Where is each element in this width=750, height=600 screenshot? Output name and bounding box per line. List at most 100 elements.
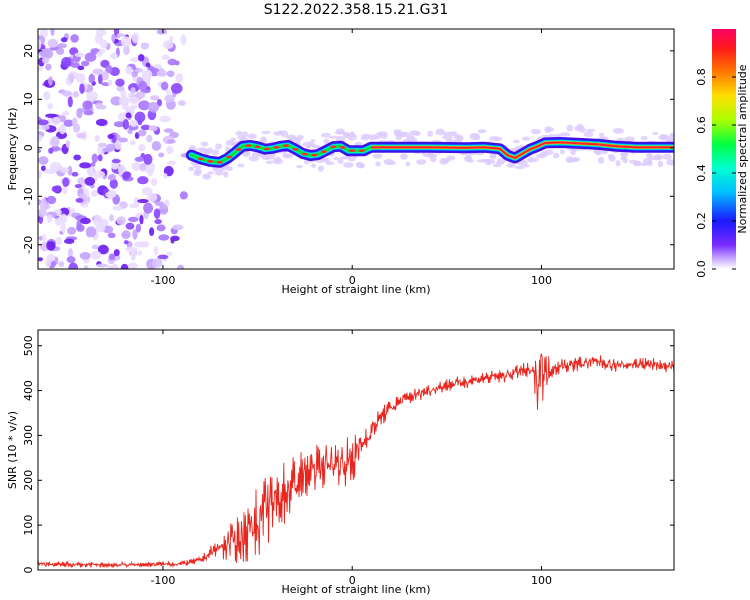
snr-x-axis-label: Height of straight line (km) bbox=[281, 583, 430, 596]
ridge-halo bbox=[662, 153, 672, 160]
noise-blob bbox=[76, 108, 83, 119]
ridge-halo bbox=[242, 150, 251, 157]
noise-blob bbox=[99, 39, 108, 49]
ridge-halo bbox=[322, 158, 329, 162]
noise-blob bbox=[166, 70, 175, 78]
ridge-halo bbox=[544, 149, 554, 156]
y-tick-label: 100 bbox=[22, 515, 35, 536]
noise-blob bbox=[134, 68, 144, 73]
noise-blob bbox=[95, 102, 104, 110]
ridge-peak bbox=[349, 149, 356, 153]
noise-blob bbox=[96, 51, 103, 57]
noise-blob bbox=[71, 117, 78, 127]
noise-blob bbox=[113, 121, 126, 128]
noise-blob bbox=[123, 240, 129, 245]
noise-blob bbox=[57, 43, 67, 49]
noise-blob bbox=[137, 54, 145, 62]
noise-blob bbox=[39, 203, 51, 210]
noise-blob bbox=[45, 258, 52, 268]
ridge-halo bbox=[619, 150, 629, 157]
noise-blob bbox=[160, 81, 169, 91]
noise-blob bbox=[148, 227, 155, 237]
noise-blob bbox=[163, 128, 174, 133]
y-tick-label: 400 bbox=[22, 380, 35, 401]
noise-blob bbox=[148, 125, 158, 132]
colorbar-tick-label: 0.4 bbox=[695, 164, 708, 182]
ridge-halo bbox=[450, 130, 458, 137]
ridge-halo bbox=[237, 163, 245, 168]
ridge-halo bbox=[570, 148, 576, 156]
noise-blob bbox=[111, 34, 116, 43]
ridge-halo bbox=[347, 133, 358, 141]
ridge-peak bbox=[226, 155, 233, 159]
ridge-halo bbox=[566, 124, 574, 132]
ridge-halo bbox=[400, 153, 408, 160]
noise-blob bbox=[38, 169, 43, 179]
noise-blob bbox=[97, 145, 106, 155]
ridge-halo bbox=[571, 157, 581, 162]
ridge-peak bbox=[216, 160, 223, 164]
ridge-halo bbox=[670, 132, 674, 136]
noise-blob bbox=[151, 258, 163, 268]
ridge-halo bbox=[311, 163, 317, 168]
noise-blob bbox=[80, 217, 91, 225]
noise-blob bbox=[38, 134, 43, 142]
ridge-halo bbox=[633, 161, 642, 167]
noise-blob bbox=[138, 143, 146, 152]
noise-blob bbox=[154, 218, 162, 225]
noise-blob bbox=[172, 224, 184, 231]
ridge-halo bbox=[652, 131, 659, 136]
colorbar-gradient bbox=[712, 29, 736, 269]
ridge-halo bbox=[597, 156, 605, 164]
noise-blob bbox=[91, 189, 99, 197]
noise-blob bbox=[123, 45, 130, 56]
noise-blob bbox=[154, 201, 165, 207]
ridge-halo bbox=[546, 127, 555, 132]
noise-blob bbox=[156, 98, 163, 107]
noise-blob bbox=[157, 254, 169, 260]
noise-blob bbox=[137, 129, 147, 137]
noise-blob bbox=[166, 160, 177, 166]
noise-blob bbox=[134, 111, 146, 123]
noise-blob bbox=[110, 96, 123, 106]
ridge-halo bbox=[405, 161, 411, 167]
ridge-halo bbox=[646, 160, 653, 167]
ridge-halo bbox=[337, 157, 344, 165]
colorbar-tick-label: 0.6 bbox=[695, 116, 708, 134]
noise-blob bbox=[125, 246, 138, 253]
noise-blob bbox=[130, 249, 136, 261]
noise-blob bbox=[82, 100, 93, 111]
ridge-halo bbox=[528, 157, 539, 163]
noise-blob bbox=[131, 70, 139, 78]
ridge-halo bbox=[585, 128, 596, 133]
noise-blob bbox=[42, 124, 50, 131]
noise-blob bbox=[67, 248, 73, 258]
noise-blob bbox=[109, 178, 118, 189]
ridge-halo bbox=[446, 155, 456, 161]
ridge-halo bbox=[559, 149, 565, 155]
noise-blob bbox=[38, 199, 42, 206]
y-tick-label: 200 bbox=[22, 470, 35, 491]
ridge-halo bbox=[372, 153, 383, 159]
noise-blob bbox=[74, 183, 83, 189]
noise-blob bbox=[134, 156, 145, 162]
noise-blob bbox=[151, 140, 162, 151]
ridge-halo bbox=[622, 156, 628, 164]
noise-blob bbox=[139, 241, 150, 248]
ridge-peak bbox=[245, 144, 252, 148]
noise-blob bbox=[148, 102, 159, 113]
ridge-halo bbox=[207, 171, 215, 175]
noise-blob bbox=[38, 65, 44, 72]
noise-blob bbox=[109, 214, 114, 222]
noise-blob bbox=[75, 197, 84, 203]
noise-blob bbox=[131, 161, 142, 172]
noise-blob bbox=[153, 246, 158, 256]
ridge-halo bbox=[514, 165, 525, 170]
noise-blob bbox=[110, 52, 118, 60]
noise-blob bbox=[116, 216, 127, 226]
noise-blob bbox=[158, 152, 165, 158]
noise-blob bbox=[41, 197, 47, 206]
noise-blob bbox=[68, 262, 79, 269]
ridge-halo bbox=[559, 132, 571, 137]
